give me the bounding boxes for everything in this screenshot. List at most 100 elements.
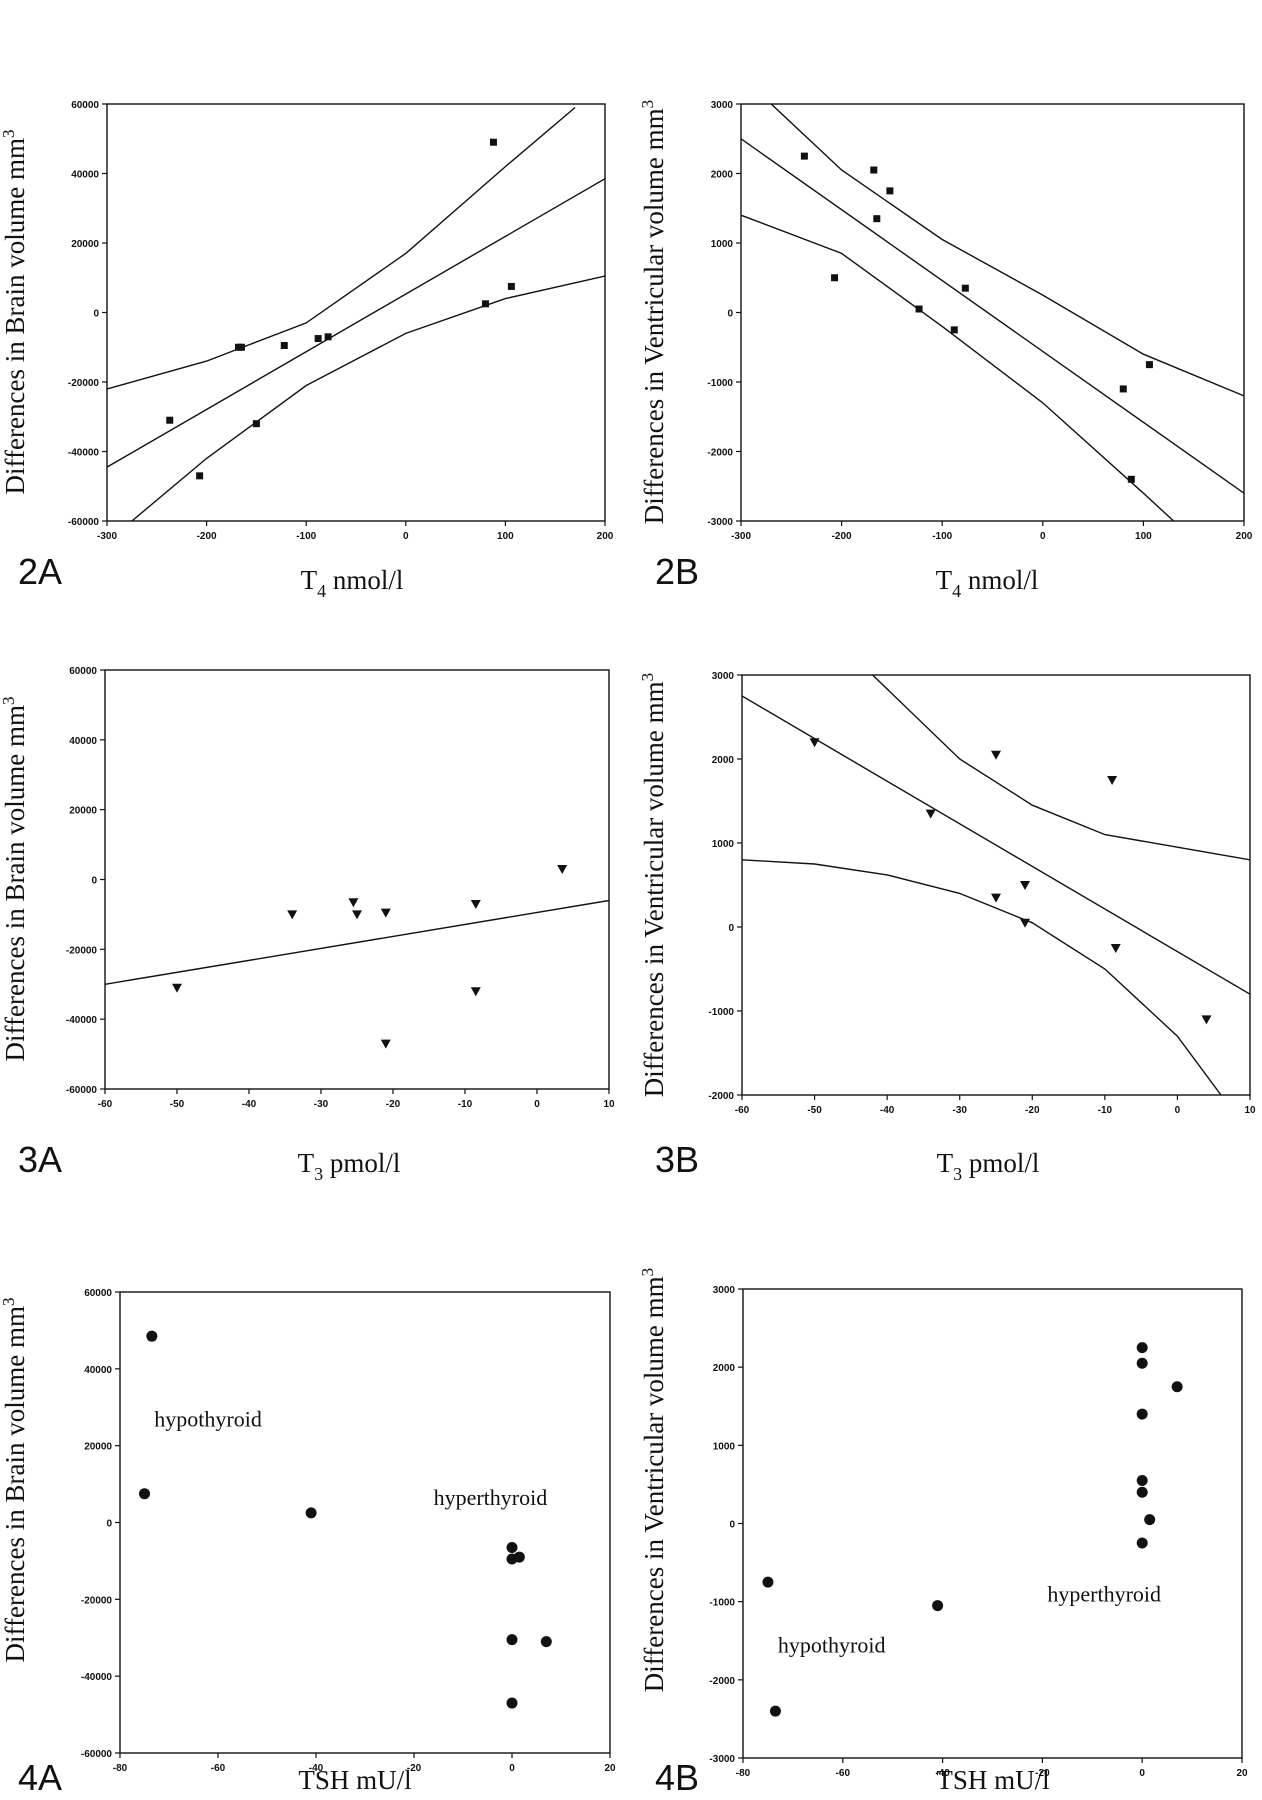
data-point: [287, 910, 298, 920]
y-tick-label: -2000: [708, 1091, 734, 1102]
data-point: [481, 300, 489, 308]
x-axis-label: T3 pmol/l: [298, 1148, 401, 1184]
y-axis-label: Differences in Brain volume mm3: [0, 1298, 30, 1663]
y-tick-label: 2000: [711, 170, 734, 181]
plot-frame: [740, 103, 1245, 522]
data-point: [961, 284, 969, 292]
data-point: [166, 416, 174, 424]
annotation-label: hypothyroid: [154, 1406, 262, 1431]
x-tick-label: 0: [403, 531, 409, 542]
data-point: [1110, 944, 1121, 953]
y-tick-label: 40000: [84, 1365, 112, 1376]
y-tick-label: 0: [728, 923, 734, 934]
panel-3a: -60 -50 -40 -30 -20 -10 0 10 -60000 -40000 -20000 0…: [0, 666, 615, 1184]
data-point: [513, 1551, 525, 1563]
x-tick-label: -10: [458, 1099, 473, 1110]
x-tick-label: 0: [1175, 1105, 1181, 1116]
regression-line: [105, 899, 609, 985]
plot-frame: [104, 669, 610, 1090]
x-axis-label-text: T: [298, 1148, 315, 1178]
y-axis-label: Differences in Ventricular volume mm3: [638, 673, 669, 1097]
x-tick-label: -100: [296, 531, 316, 542]
y-axis-label-superscript: 3: [638, 673, 657, 682]
x-tick-label: 20: [1236, 1768, 1248, 1779]
x-axis-label: TSH mU/l: [298, 1765, 411, 1795]
data-point: [314, 335, 322, 343]
regression-line: [741, 138, 1244, 494]
x-tick-label: -300: [97, 531, 117, 542]
y-tick-label: -40000: [81, 1672, 113, 1683]
x-tick-label: -100: [932, 531, 952, 542]
x-axis-label-text: T: [936, 565, 953, 595]
y-tick-label: 3000: [712, 671, 735, 682]
panel-4a: -80 -60 -40 -20 0 20 -60000 -40000 -20000 0 20000 4…: [0, 1288, 616, 1798]
plot-frame: [106, 103, 606, 522]
x-tick-label: 0: [509, 1763, 515, 1774]
data-point: [506, 1541, 518, 1553]
data-point: [950, 326, 958, 334]
data-point: [1127, 475, 1135, 483]
regression-line: [107, 178, 605, 468]
confidence-band-upper: [770, 104, 1244, 397]
y-tick-label: -3000: [709, 1754, 735, 1765]
x-tick-label: 0: [534, 1099, 540, 1110]
y-axis-label-text: Differences in Ventricular volume mm: [639, 108, 669, 524]
plot-frame: [119, 1291, 611, 1754]
data-point: [932, 1600, 944, 1612]
y-tick-label: 2000: [712, 755, 735, 766]
y-axis-label: Differences in Brain volume mm3: [0, 697, 30, 1062]
x-tick-label: 10: [1244, 1105, 1256, 1116]
data-point: [172, 983, 182, 993]
y-tick-label: -2000: [707, 448, 733, 459]
x-tick-label: -60: [98, 1099, 113, 1110]
data-point: [1107, 776, 1118, 785]
data-point: [507, 282, 515, 290]
x-tick-label: -10: [1098, 1105, 1113, 1116]
data-point: [1136, 1537, 1148, 1549]
y-tick-label: -60000: [68, 517, 100, 528]
panel-3b: -60 -50 -40 -30 -20 -10 0 10 -2000 -1000 0 1000 2000…: [638, 671, 1256, 1184]
x-tick-label: -200: [197, 531, 217, 542]
y-tick-label: -1000: [707, 378, 733, 389]
panel-label: 4A: [18, 1757, 62, 1798]
data-point: [925, 809, 936, 819]
y-tick-label: 40000: [71, 170, 99, 181]
y-tick-label: 40000: [69, 736, 97, 747]
data-point: [800, 152, 808, 160]
data-point: [489, 138, 497, 146]
data-point: [1136, 1486, 1148, 1498]
confidence-band-upper: [872, 675, 1250, 861]
y-tick-label: -40000: [66, 1015, 98, 1026]
y-tick-label: 2000: [713, 1363, 736, 1374]
y-tick-label: 60000: [69, 666, 97, 677]
panel-label: 3A: [18, 1139, 62, 1180]
data-point: [237, 343, 245, 351]
x-tick-label: -30: [952, 1105, 967, 1116]
y-tick-label: 3000: [711, 100, 734, 111]
data-point: [1020, 918, 1031, 928]
y-tick-label: 1000: [711, 239, 734, 250]
y-tick-label: 60000: [84, 1288, 112, 1299]
y-axis-label-text: Differences in Ventricular volume mm: [639, 681, 669, 1097]
x-tick-label: -40: [880, 1105, 895, 1116]
y-tick-label: 0: [727, 309, 733, 320]
x-tick-label: 0: [1040, 531, 1046, 542]
data-point: [470, 987, 481, 997]
x-tick-label: 100: [1135, 531, 1152, 542]
y-tick-label: 20000: [69, 806, 97, 817]
x-tick-label: 10: [603, 1099, 615, 1110]
panel-label: 3B: [655, 1139, 699, 1180]
x-tick-label: -200: [832, 531, 852, 542]
x-axis-label-text: T: [937, 1148, 954, 1178]
y-axis-label-superscript: 3: [638, 1268, 657, 1277]
confidence-band-upper: [107, 106, 576, 390]
y-axis-label-superscript: 3: [0, 1298, 18, 1307]
data-point: [305, 1507, 317, 1519]
data-point: [540, 1636, 552, 1648]
y-axis-label: Differences in Ventricular volume mm3: [638, 100, 669, 524]
data-point: [506, 1697, 518, 1709]
x-axis-label-text: T: [301, 565, 318, 595]
y-tick-label: 1000: [713, 1441, 736, 1452]
x-tick-label: -20: [1025, 1105, 1040, 1116]
y-axis-label-text: Differences in Brain volume mm: [0, 705, 30, 1061]
